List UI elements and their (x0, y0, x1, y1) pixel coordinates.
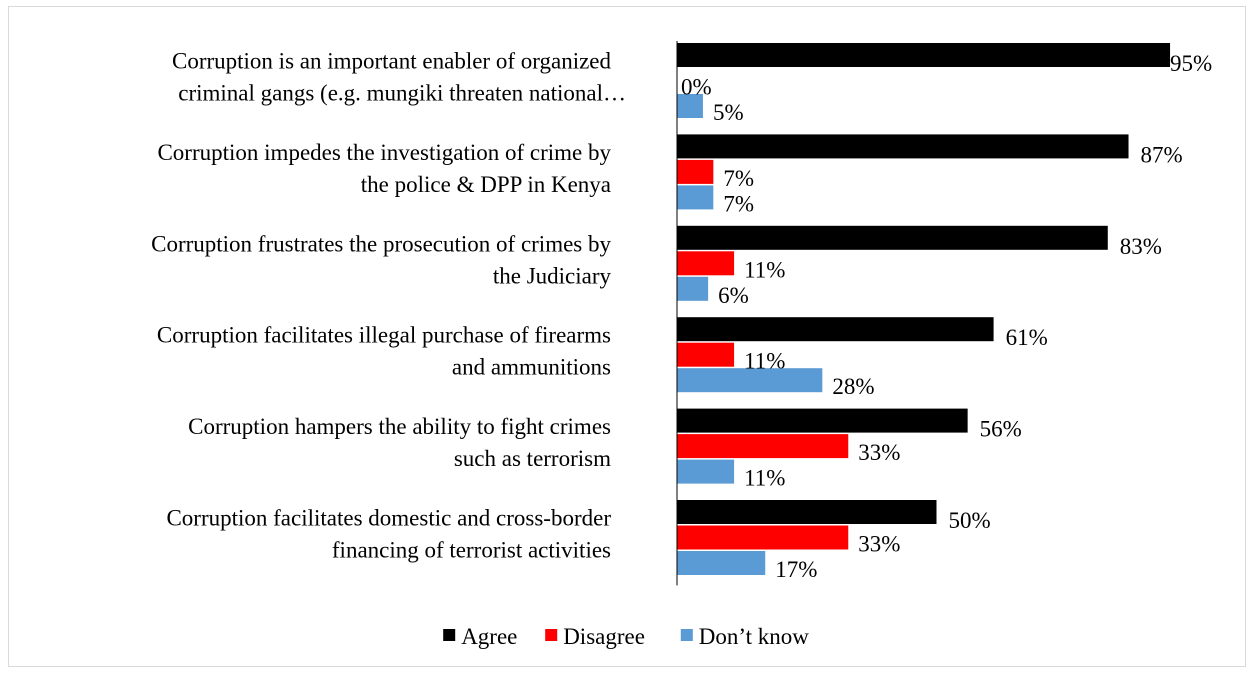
category-label: financing of terrorist activities (332, 538, 611, 563)
data-label: 28% (832, 374, 874, 399)
category-label: Corruption is an important enabler of or… (172, 49, 612, 74)
bar-disagree-3 (677, 342, 735, 367)
bar-don-t-know-3 (677, 368, 823, 393)
category-label: Corruption impedes the investigation of … (157, 140, 611, 165)
labels-layer: 95%0%5%87%7%7%83%11%6%61%11%28%56%33%11%… (681, 51, 1212, 582)
data-label: 11% (744, 349, 785, 374)
legend-label: Don’t know (699, 624, 809, 649)
bar-don-t-know-1 (677, 185, 714, 210)
bars-layer (677, 43, 1171, 575)
data-label: 33% (858, 532, 900, 557)
bar-agree-0 (677, 43, 1171, 67)
data-label: 17% (775, 557, 817, 582)
data-label: 5% (713, 100, 744, 125)
data-label: 61% (1006, 325, 1048, 350)
category-label: and ammunitions (452, 355, 611, 380)
category-labels-layer: Corruption is an important enabler of or… (151, 49, 626, 563)
data-label: 83% (1120, 234, 1162, 259)
category-label: Corruption facilitates illegal purchase … (157, 323, 611, 348)
data-label: 7% (723, 191, 754, 216)
category-label: Corruption hampers the ability to fight … (188, 414, 611, 439)
legend-swatch (545, 629, 558, 641)
bar-disagree-4 (677, 434, 849, 459)
data-label: 0% (681, 75, 712, 100)
data-label: 87% (1141, 142, 1183, 167)
chart-frame (8, 6, 1246, 667)
legend-swatch (680, 629, 693, 641)
legend: Agree Disagree Don’t know (443, 624, 809, 649)
category-label: criminal gangs (e.g. mungiki threaten na… (178, 81, 626, 106)
bar-agree-5 (677, 500, 937, 524)
data-label: 11% (744, 257, 785, 282)
bar-disagree-2 (677, 251, 735, 276)
bar-agree-2 (677, 225, 1108, 250)
bar-agree-4 (677, 408, 968, 433)
bar-don-t-know-5 (677, 551, 766, 575)
bar-don-t-know-4 (677, 459, 735, 484)
bar-don-t-know-2 (677, 276, 709, 301)
legend-swatch (443, 629, 456, 641)
legend-label: Disagree (563, 624, 645, 649)
category-label: the police & DPP in Kenya (361, 172, 611, 197)
category-label: Corruption facilitates domestic and cros… (166, 506, 611, 531)
bar-don-t-know-0 (677, 94, 703, 118)
data-label: 6% (718, 283, 749, 308)
bar-disagree-1 (677, 159, 714, 184)
data-label: 50% (949, 508, 991, 533)
data-label: 56% (980, 417, 1022, 442)
category-label: Corruption frustrates the prosecution of… (151, 231, 611, 256)
bar-agree-3 (677, 317, 994, 342)
data-label: 7% (723, 166, 754, 191)
category-label: such as terrorism (454, 446, 611, 471)
category-label: the Judiciary (493, 263, 612, 288)
bar-disagree-5 (677, 525, 849, 550)
bar-agree-1 (677, 134, 1129, 159)
data-label: 11% (744, 466, 785, 491)
data-label: 33% (858, 440, 900, 465)
legend-label: Agree (461, 624, 517, 649)
data-label: 95% (1170, 51, 1212, 76)
